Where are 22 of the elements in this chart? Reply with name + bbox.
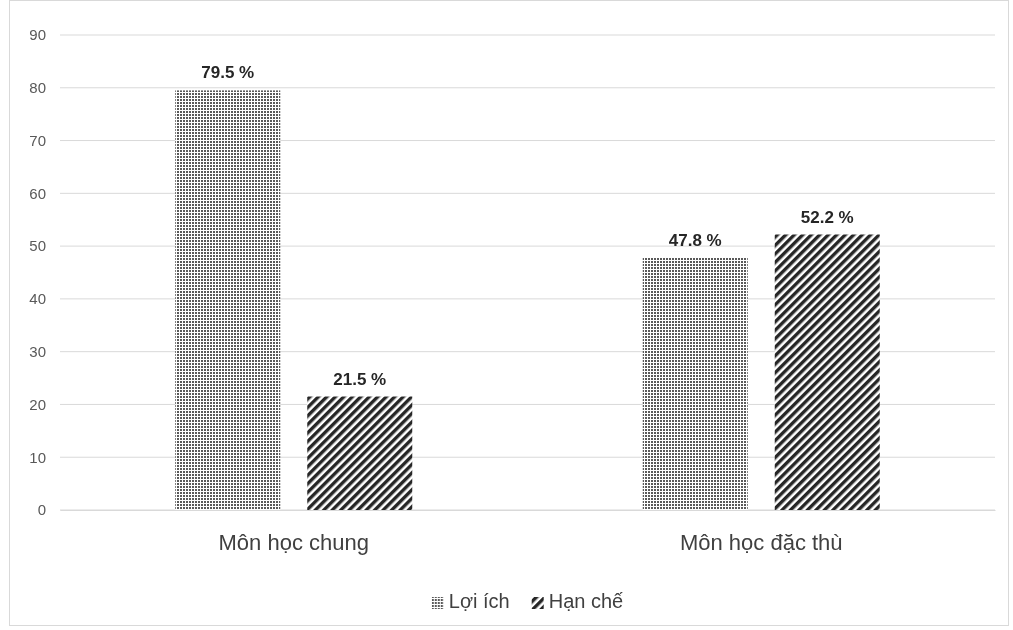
bar: [175, 90, 281, 510]
data-label: 47.8 %: [668, 230, 722, 250]
y-tick-label: 20: [29, 395, 46, 413]
legend-label: Hạn chế: [548, 590, 624, 612]
y-tick-label: 60: [29, 184, 46, 202]
x-tick-label: Môn học chung: [218, 529, 369, 555]
y-tick-label: 0: [37, 501, 46, 519]
y-tick-label: 50: [29, 237, 46, 255]
y-tick-label: 70: [29, 131, 46, 149]
legend-label: Lợi ích: [448, 590, 510, 612]
bar: [642, 257, 748, 510]
y-tick-label: 30: [29, 342, 46, 360]
y-tick-label: 90: [29, 26, 46, 44]
data-label: 21.5 %: [333, 369, 387, 389]
data-label: 79.5 %: [201, 63, 255, 83]
bar: [307, 396, 413, 510]
y-tick-label: 10: [29, 448, 46, 466]
data-label: 52.2 %: [800, 207, 854, 227]
x-tick-label: Môn học đặc thù: [679, 529, 843, 555]
bar: [774, 234, 880, 510]
y-tick-label: 40: [29, 290, 46, 308]
y-tick-label: 80: [29, 79, 46, 97]
